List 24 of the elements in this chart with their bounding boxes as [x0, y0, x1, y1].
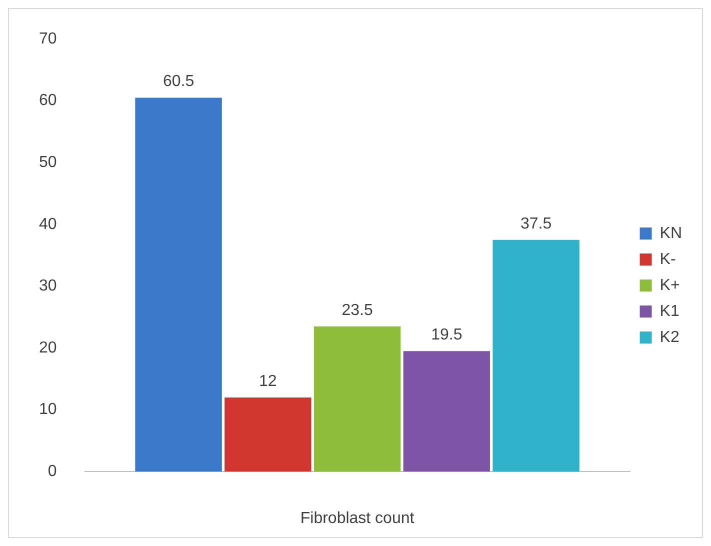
bar: [492, 240, 580, 472]
legend-label: K1: [660, 302, 680, 320]
bar: [314, 326, 401, 472]
data-label: 60.5: [162, 73, 194, 90]
x-axis-title: Fibroblast count: [300, 510, 415, 527]
bar: [224, 397, 312, 472]
y-tick-label: 70: [39, 30, 57, 48]
data-label: 23.5: [342, 302, 373, 319]
y-tick-label: 0: [48, 463, 57, 480]
y-tick-label: 50: [39, 154, 57, 172]
legend-label: K+: [660, 276, 680, 294]
bar: [403, 351, 490, 472]
y-tick-label: 30: [39, 278, 57, 295]
legend-label: K-: [660, 250, 676, 268]
bar: [135, 98, 222, 472]
legend-label: K2: [660, 328, 680, 346]
legend-label: KN: [660, 224, 682, 242]
y-tick-label: 40: [39, 216, 57, 233]
y-tick-label: 20: [39, 339, 57, 356]
data-label: 12: [259, 372, 277, 390]
y-tick-label: 10: [39, 401, 57, 418]
data-label: 37.5: [520, 215, 552, 232]
data-label: 19.5: [431, 326, 462, 344]
y-tick-label: 60: [39, 92, 57, 110]
